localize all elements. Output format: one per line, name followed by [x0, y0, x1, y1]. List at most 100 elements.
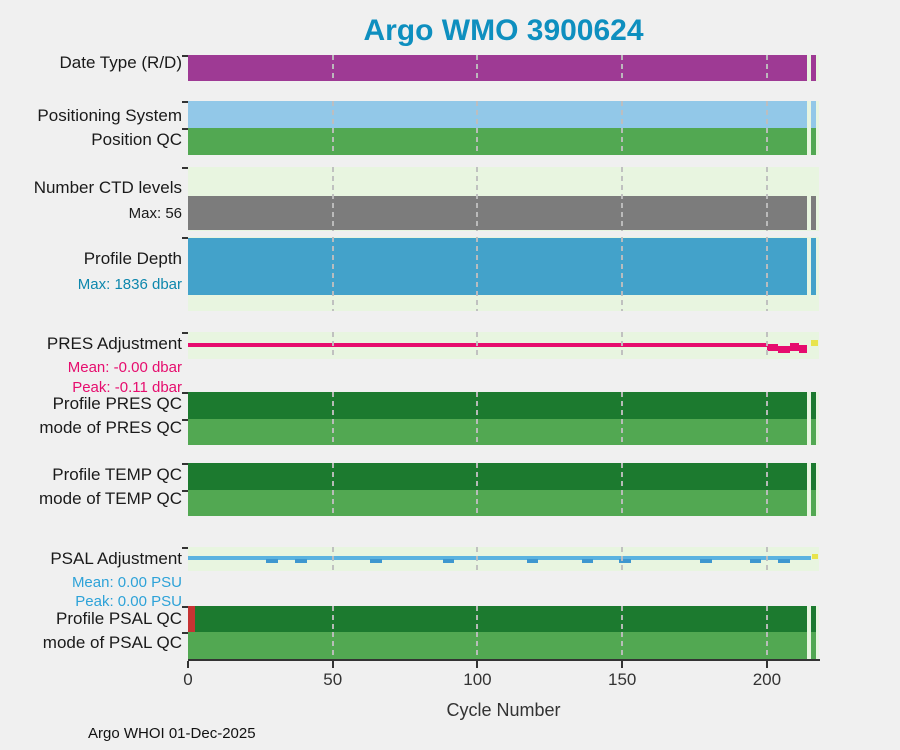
gridline	[621, 547, 624, 571]
bar-segment-profile-psal-qc	[194, 606, 808, 632]
x-tick	[187, 661, 189, 668]
gridline	[331, 237, 334, 311]
y-tick	[182, 490, 188, 492]
row-strip-profile-depth	[188, 237, 819, 311]
row-label-mode-temp-qc: mode of TEMP QC	[39, 489, 182, 508]
row-strip-positioning-system	[188, 101, 819, 128]
gridline	[765, 547, 768, 571]
gridline	[331, 392, 334, 419]
y-tick	[182, 237, 188, 239]
gridline	[621, 490, 624, 516]
y-tick	[182, 332, 188, 334]
bar-segment-position-qc	[810, 128, 817, 155]
gridline	[331, 101, 334, 128]
y-tick	[182, 547, 188, 549]
gridline	[331, 128, 334, 155]
bar-segment-mode-pres-qc	[810, 419, 817, 445]
y-tick	[182, 128, 188, 130]
x-tick	[476, 661, 479, 668]
row-strip-profile-pres-qc	[188, 392, 819, 419]
gridline	[331, 547, 334, 571]
row-strip-ctd-levels	[188, 167, 819, 231]
row-label-profile-pres-qc: Profile PRES QC	[52, 394, 182, 413]
gridline	[765, 392, 768, 419]
row-label-ctd-levels: Number CTD levels	[33, 178, 182, 197]
gridline	[765, 128, 768, 155]
gridline	[765, 463, 768, 490]
bar-segment-profile-temp-qc	[188, 463, 808, 490]
row-strip-mode-pres-qc	[188, 419, 819, 445]
gridline	[476, 419, 479, 445]
gridline	[476, 606, 479, 632]
bar-segment-psal-adjustment	[749, 559, 762, 564]
bar-segment-psal-adjustment	[442, 559, 455, 564]
bar-segment-position-qc	[188, 128, 808, 155]
bar-segment-psal-adjustment	[295, 559, 307, 564]
bar-segment-ctd-levels	[810, 196, 817, 230]
x-axis-label: Cycle Number	[446, 700, 561, 720]
y-tick	[182, 463, 188, 465]
x-tick-label: 0	[183, 670, 193, 689]
x-tick-label: 150	[607, 670, 637, 689]
bar-segment-psal-adjustment	[700, 559, 712, 564]
gridline	[476, 332, 479, 359]
gridline	[621, 167, 624, 231]
bar-segment-mode-pres-qc	[188, 419, 808, 445]
row-label-mode-psal-qc: mode of PSAL QC	[42, 633, 182, 652]
row-strip-profile-temp-qc	[188, 463, 819, 490]
x-tick	[331, 661, 334, 668]
row-sublabel-psal-mean: Mean: 0.00 PSU	[71, 574, 182, 591]
gridline	[331, 55, 334, 81]
gridline	[621, 632, 624, 659]
gridline	[765, 101, 768, 128]
bar-segment-mode-psal-qc	[188, 632, 808, 659]
bar-segment-pres-adjustment	[798, 344, 808, 353]
bar-segment-pres-adjustment	[790, 343, 799, 352]
row-sublabel-psal-peak: Peak: 0.00 PSU	[75, 593, 182, 610]
gridline	[621, 606, 624, 632]
y-tick	[182, 632, 188, 634]
gridline	[621, 332, 624, 359]
gridline	[621, 101, 624, 128]
gridline	[476, 490, 479, 516]
bar-segment-ctd-levels	[188, 196, 808, 230]
gridline	[621, 237, 624, 311]
row-strip-position-qc	[188, 128, 819, 155]
bar-segment-profile-pres-qc	[810, 392, 817, 419]
bar-segment-pres-adjustment	[811, 339, 818, 347]
gridline	[476, 392, 479, 419]
gridline	[331, 419, 334, 445]
bar-segment-profile-pres-qc	[188, 392, 808, 419]
bar-segment-date-type	[810, 55, 817, 81]
bar-segment-profile-depth	[810, 237, 817, 296]
y-tick	[182, 606, 188, 608]
bar-segment-psal-adjustment	[188, 555, 812, 560]
gridline	[476, 101, 479, 128]
row-label-profile-psal-qc: Profile PSAL QC	[56, 609, 182, 628]
gridline	[765, 237, 768, 311]
gridline	[621, 419, 624, 445]
bar-segment-psal-adjustment	[811, 554, 818, 560]
bar-segment-psal-adjustment	[581, 559, 594, 564]
bar-segment-positioning-system	[810, 101, 817, 128]
bar-segment-psal-adjustment	[778, 559, 791, 564]
gridline	[621, 128, 624, 155]
row-label-pres-adjustment: PRES Adjustment	[46, 334, 182, 353]
bar-segment-mode-temp-qc	[810, 490, 817, 516]
row-strip-profile-psal-qc	[188, 606, 819, 632]
gridline	[331, 167, 334, 231]
bar-segment-profile-psal-qc	[810, 606, 817, 632]
row-strip-mode-psal-qc	[188, 632, 819, 659]
gridline	[765, 490, 768, 516]
gridline	[331, 332, 334, 359]
gridline	[765, 55, 768, 81]
row-label-mode-pres-qc: mode of PRES QC	[39, 418, 182, 437]
bar-segment-psal-adjustment	[266, 559, 278, 564]
bar-segment-profile-temp-qc	[810, 463, 817, 490]
gridline	[476, 55, 479, 81]
gridline	[476, 237, 479, 311]
row-strip-mode-temp-qc	[188, 490, 819, 516]
footer-credit: Argo WHOI 01-Dec-2025	[88, 725, 256, 742]
bar-segment-mode-psal-qc	[810, 632, 817, 659]
